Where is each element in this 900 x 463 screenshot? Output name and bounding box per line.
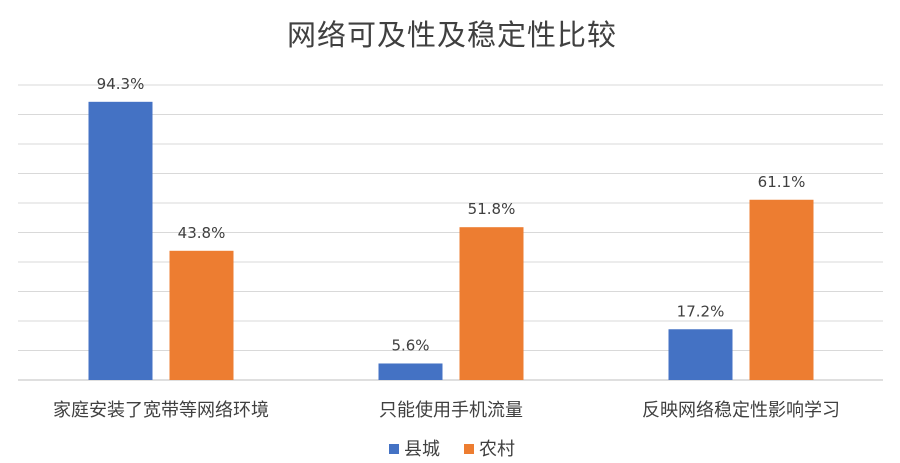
category-label: 家庭安装了宽带等网络环境 xyxy=(53,400,269,421)
category-label: 反映网络稳定性影响学习 xyxy=(642,400,840,421)
legend: 县城 农村 xyxy=(389,439,515,460)
data-label: 61.1% xyxy=(758,173,806,191)
legend-label: 农村 xyxy=(479,439,515,460)
bar xyxy=(668,329,733,380)
gridlines xyxy=(18,84,883,381)
data-label: 17.2% xyxy=(677,302,725,320)
chart-title: 网络可及性及稳定性比较 xyxy=(287,18,617,52)
legend-swatch xyxy=(389,444,399,454)
category-labels: 家庭安装了宽带等网络环境 只能使用手机流量 反映网络稳定性影响学习 xyxy=(53,400,840,421)
data-label: 5.6% xyxy=(391,336,429,354)
legend-label: 县城 xyxy=(404,439,440,460)
data-label: 43.8% xyxy=(178,224,226,242)
bar xyxy=(378,363,443,380)
legend-swatch xyxy=(464,444,474,454)
bar xyxy=(749,199,814,380)
bars xyxy=(88,101,814,380)
bar xyxy=(459,227,524,380)
bar xyxy=(169,250,234,380)
data-label: 94.3% xyxy=(97,75,145,93)
data-labels: 94.3% 5.6% 17.2% 43.8% 51.8% 61.1% xyxy=(97,75,806,355)
bar xyxy=(88,101,153,380)
category-label: 只能使用手机流量 xyxy=(379,400,523,421)
data-label: 51.8% xyxy=(468,200,516,218)
